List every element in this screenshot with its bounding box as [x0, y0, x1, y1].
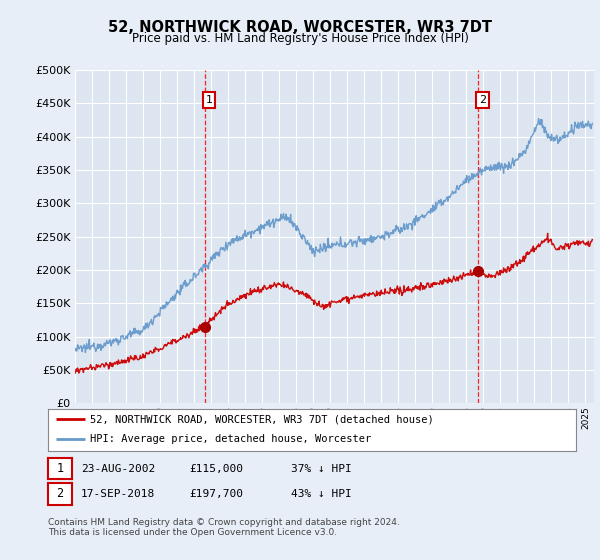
Text: 1: 1 [56, 462, 64, 475]
Text: 52, NORTHWICK ROAD, WORCESTER, WR3 7DT (detached house): 52, NORTHWICK ROAD, WORCESTER, WR3 7DT (… [90, 414, 434, 424]
Text: Price paid vs. HM Land Registry's House Price Index (HPI): Price paid vs. HM Land Registry's House … [131, 32, 469, 45]
Text: 23-AUG-2002: 23-AUG-2002 [81, 464, 155, 474]
Text: 2: 2 [479, 95, 486, 105]
Text: 1: 1 [205, 95, 212, 105]
Text: 2: 2 [56, 487, 64, 501]
Text: £197,700: £197,700 [189, 489, 243, 499]
Text: 43% ↓ HPI: 43% ↓ HPI [291, 489, 352, 499]
Text: Contains HM Land Registry data © Crown copyright and database right 2024.
This d: Contains HM Land Registry data © Crown c… [48, 518, 400, 538]
Text: 52, NORTHWICK ROAD, WORCESTER, WR3 7DT: 52, NORTHWICK ROAD, WORCESTER, WR3 7DT [108, 20, 492, 35]
Text: £115,000: £115,000 [189, 464, 243, 474]
Text: 37% ↓ HPI: 37% ↓ HPI [291, 464, 352, 474]
Text: HPI: Average price, detached house, Worcester: HPI: Average price, detached house, Worc… [90, 434, 371, 444]
Text: 17-SEP-2018: 17-SEP-2018 [81, 489, 155, 499]
